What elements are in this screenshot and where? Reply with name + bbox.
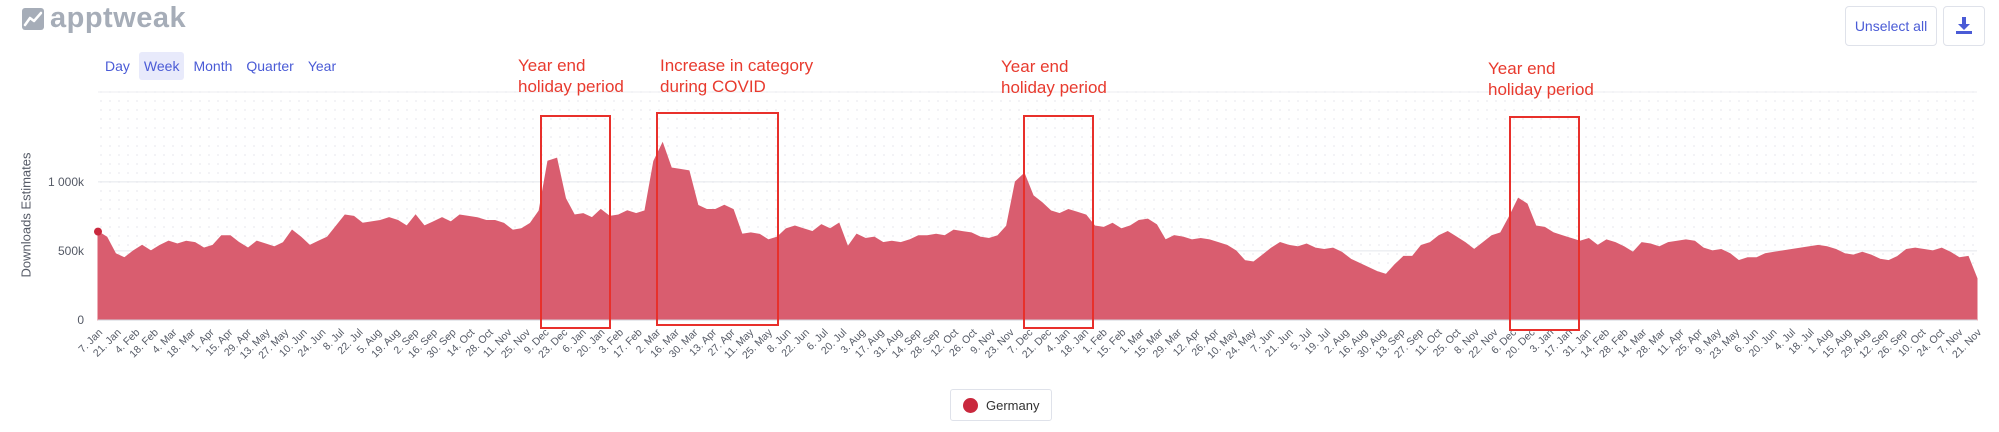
legend-color-dot bbox=[963, 397, 978, 413]
period-selector: Day Week Month Quarter Year bbox=[100, 52, 341, 80]
download-icon bbox=[1956, 17, 1972, 34]
y-tick-label: 1 000k bbox=[48, 175, 85, 189]
brand-name: apptweak bbox=[50, 2, 187, 34]
series-area-germany bbox=[97, 141, 1978, 321]
chart-logo-icon bbox=[22, 7, 44, 30]
annotation-box bbox=[1023, 115, 1094, 329]
annotation-holiday-2020: Year end holiday period bbox=[1488, 58, 1594, 100]
series-start-point bbox=[94, 227, 102, 236]
period-week-button[interactable]: Week bbox=[138, 52, 185, 80]
annotation-line: during COVID bbox=[660, 77, 766, 96]
annotation-line: Increase in category bbox=[660, 56, 814, 75]
annotation-holiday-2019: Year end holiday period bbox=[1001, 56, 1107, 98]
annotation-line: Year end bbox=[1488, 59, 1556, 78]
period-month-button[interactable]: Month bbox=[193, 58, 233, 74]
annotation-box bbox=[656, 112, 779, 326]
annotation-box bbox=[1509, 116, 1580, 331]
apptweak-logo: apptweak bbox=[22, 2, 186, 35]
annotation-covid: Increase in category during COVID bbox=[660, 55, 813, 97]
unselect-all-button[interactable]: Unselect all bbox=[1845, 6, 1937, 46]
legend-label: Germany bbox=[986, 397, 1040, 413]
period-quarter-button[interactable]: Quarter bbox=[246, 58, 294, 74]
period-day-button[interactable]: Day bbox=[105, 58, 130, 74]
download-button[interactable] bbox=[1943, 6, 1985, 46]
period-year-button[interactable]: Year bbox=[307, 58, 337, 74]
y-tick-label: 500k bbox=[58, 244, 85, 258]
y-tick-label: 0 bbox=[77, 313, 84, 327]
legend-item-germany[interactable]: Germany bbox=[950, 389, 1053, 421]
annotation-line: Year end bbox=[518, 56, 586, 75]
annotation-line: holiday period bbox=[1488, 80, 1594, 99]
annotation-line: holiday period bbox=[518, 77, 624, 96]
annotation-box bbox=[540, 115, 611, 329]
annotation-line: holiday period bbox=[1001, 78, 1107, 97]
annotation-line: Year end bbox=[1001, 57, 1069, 76]
annotation-holiday-2018: Year end holiday period bbox=[518, 55, 624, 97]
